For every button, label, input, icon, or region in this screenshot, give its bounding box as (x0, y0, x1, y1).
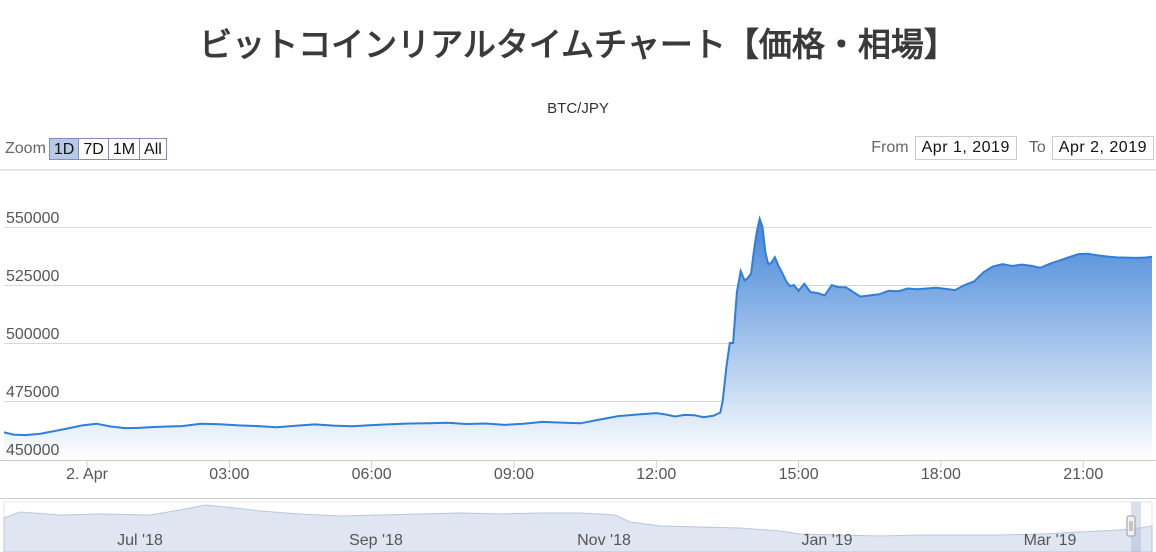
x-tick-label: 12:00 (636, 466, 676, 483)
to-label: To (1028, 139, 1046, 156)
x-tick-label: 21:00 (1063, 466, 1103, 483)
zoom-7d-button[interactable]: 7D (78, 138, 109, 160)
price-line (3, 215, 1153, 437)
y-tick-label: 525000 (6, 268, 59, 285)
navigator-tick-label: Sep '18 (349, 532, 403, 549)
y-tick-label: 475000 (6, 384, 59, 401)
navigator-selection (1131, 502, 1141, 552)
zoom-1m-button[interactable]: 1M (107, 138, 141, 160)
y-axis: 550000 525000 500000 475000 450000 (6, 210, 59, 459)
y-tick-label: 500000 (6, 326, 59, 343)
from-label: From (871, 139, 909, 156)
x-tick-label: 15:00 (779, 466, 819, 483)
page-title: ビットコインリアルタイムチャート【価格・相場】 (199, 25, 957, 64)
zoom-label: Zoom (5, 140, 46, 157)
x-tick-label: 09:00 (494, 466, 534, 483)
y-tick-label: 450000 (6, 442, 59, 459)
chart-subtitle: BTC/JPY (547, 100, 609, 117)
navigator-tick-label: Nov '18 (577, 532, 631, 549)
navigator-tick-label: Mar '19 (1024, 532, 1077, 549)
zoom-all-button[interactable]: All (139, 138, 167, 160)
x-tick-label: 06:00 (352, 466, 392, 483)
x-axis: 2. Apr 03:00 06:00 09:00 12:00 15:00 18:00 21:0… (0, 460, 1156, 483)
zoom-selector: Zoom 1D 7D 1M All (5, 137, 167, 161)
navigator-series (3, 504, 1153, 552)
price-area (4, 218, 1152, 460)
navigator-tick-label: Jan '19 (801, 532, 852, 549)
navigator-tick-label: Jul '18 (117, 532, 163, 549)
navigator[interactable]: Jul '18 Sep '18 Nov '18 Jan '19 Mar '19 (0, 498, 1156, 552)
from-date-input[interactable]: Apr 1, 2019 (914, 136, 1017, 160)
x-tick-label: 18:00 (921, 466, 961, 483)
x-tick-label: 03:00 (209, 466, 249, 483)
navigator-handle-icon[interactable] (1126, 515, 1136, 537)
y-tick-label: 550000 (6, 210, 59, 227)
x-tick-label: 2. Apr (66, 466, 108, 483)
date-range-selector: From Apr 1, 2019 To Apr 2, 2019 (859, 136, 1154, 160)
to-date-input[interactable]: Apr 2, 2019 (1051, 136, 1154, 160)
